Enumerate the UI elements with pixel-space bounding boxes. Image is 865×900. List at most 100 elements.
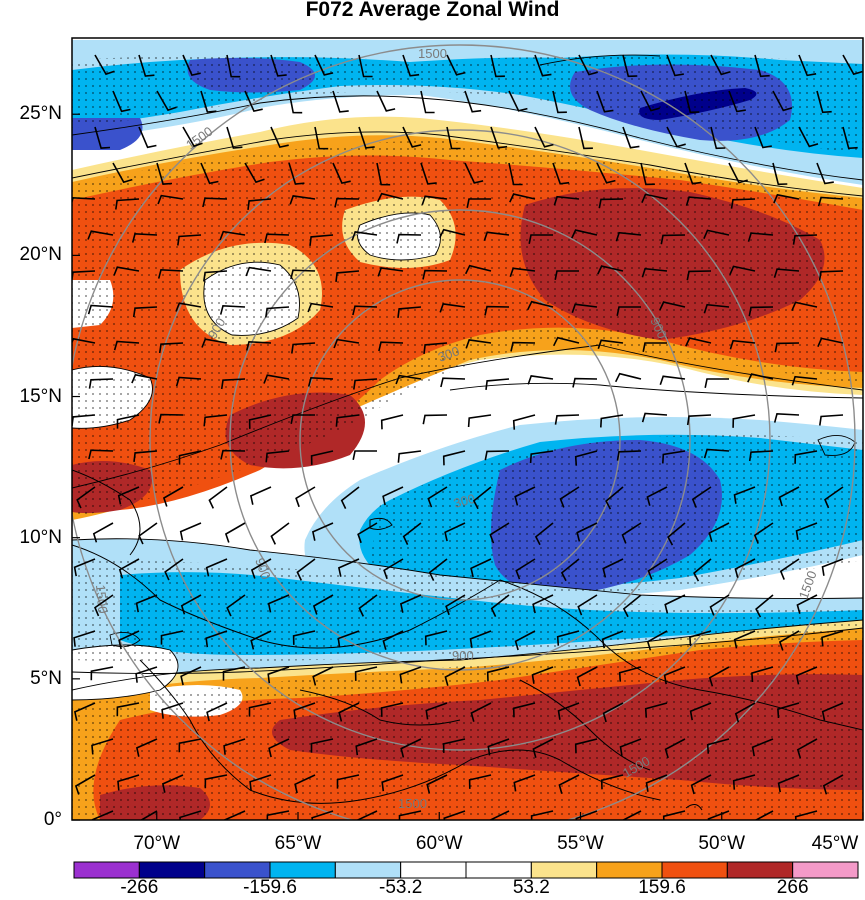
wind-barb	[689, 702, 712, 721]
wind-barb	[484, 305, 510, 316]
coastlines	[72, 469, 863, 811]
wind-barb	[311, 522, 334, 541]
wind-barb	[821, 702, 844, 721]
wind-barb	[666, 54, 684, 77]
wind-barb	[821, 630, 844, 647]
wind-barb	[94, 594, 114, 617]
colorbar-tick-label: 266	[776, 877, 809, 898]
wind-barb	[622, 594, 642, 618]
wind-barb	[351, 231, 378, 241]
wind-barb	[265, 306, 290, 318]
wind-barb	[619, 738, 642, 756]
wind-barb	[292, 630, 316, 645]
wind-barb	[514, 630, 536, 651]
wind-barb	[74, 774, 96, 795]
wind-barb	[597, 339, 624, 350]
wind-barb	[817, 337, 844, 348]
wind-barb	[205, 630, 228, 648]
wind-barb	[703, 303, 730, 314]
wind-barb	[733, 630, 756, 649]
wind-barb	[396, 233, 422, 244]
wind-barb	[291, 342, 316, 354]
lon-tick-label: 55°W	[557, 833, 604, 854]
wind-barb	[208, 486, 228, 509]
wind-barb	[380, 414, 404, 430]
wind-barb	[659, 301, 686, 311]
wind-barb	[818, 270, 844, 281]
wind-barb	[290, 269, 316, 280]
wind-barb	[118, 558, 140, 579]
wind-barb	[685, 196, 712, 206]
wind-barb	[618, 666, 642, 682]
wind-barb	[357, 522, 378, 544]
wind-barb	[532, 738, 554, 758]
wind-barb	[438, 228, 466, 239]
wind-barb	[778, 630, 800, 651]
wind-barb	[560, 558, 580, 582]
wind-barb	[667, 522, 686, 546]
wind-barb	[200, 90, 217, 113]
wind-barb	[795, 522, 818, 540]
wind-barb	[822, 774, 844, 795]
wind-barb	[526, 300, 554, 311]
wind-barb	[267, 666, 290, 684]
wind-barb	[464, 90, 482, 113]
wind-barb	[73, 702, 96, 721]
wind-barb	[182, 126, 203, 148]
wind-barb	[446, 54, 466, 76]
wind-barb	[180, 666, 202, 686]
wind-barb	[138, 54, 155, 77]
wind-barb	[158, 342, 184, 354]
wind-barb	[706, 738, 730, 754]
wind-barb	[139, 810, 158, 820]
wind-barb	[88, 449, 114, 460]
wind-barb	[352, 305, 378, 316]
wind-barb	[314, 126, 329, 150]
wind-barb	[577, 594, 598, 616]
wind-barb	[710, 54, 731, 76]
wind-barb	[443, 810, 466, 820]
wind-barb	[728, 162, 748, 184]
wind-barb	[177, 234, 202, 246]
wind-barb	[796, 594, 818, 614]
wind-barb	[644, 702, 668, 718]
ring-label: 300	[452, 491, 477, 511]
wind-barb	[439, 303, 466, 313]
wind-barb	[796, 738, 818, 759]
wind-barb	[751, 666, 774, 683]
wind-barb	[534, 54, 552, 77]
wind-barb	[640, 90, 660, 112]
wind-barb	[376, 90, 396, 112]
wind-barb	[621, 810, 642, 820]
wind-barb	[684, 90, 700, 114]
wind-barb	[686, 414, 712, 426]
wind-barb	[468, 774, 492, 789]
wind-barb	[554, 270, 579, 280]
wind-barb	[578, 54, 598, 76]
wind-barb	[380, 702, 404, 717]
wind-barb	[554, 414, 580, 425]
wind-barb	[576, 666, 598, 687]
wind-barb	[307, 376, 334, 387]
wind-barb	[245, 266, 272, 277]
lat-tick-label: 10°N	[19, 526, 62, 548]
map-title: F072 Average Zonal Wind	[305, 0, 560, 21]
wind-barb	[774, 342, 800, 353]
wind-barb	[164, 558, 184, 581]
wind-barb	[530, 810, 554, 820]
wind-barb	[175, 376, 202, 387]
wind-barb	[131, 232, 158, 243]
wind-barb	[157, 268, 184, 279]
wind-barb	[378, 341, 404, 352]
wind-barb	[659, 375, 686, 386]
wind-barb	[646, 486, 668, 506]
wind-barb	[340, 486, 360, 509]
wind-barb	[754, 810, 774, 820]
wind-barb	[358, 126, 375, 149]
wind-barb	[602, 558, 624, 578]
wind-barb	[508, 162, 523, 186]
wind-barb	[614, 372, 642, 383]
wind-barb	[574, 450, 598, 466]
wind-barb	[248, 702, 272, 717]
wind-barb	[338, 702, 360, 722]
